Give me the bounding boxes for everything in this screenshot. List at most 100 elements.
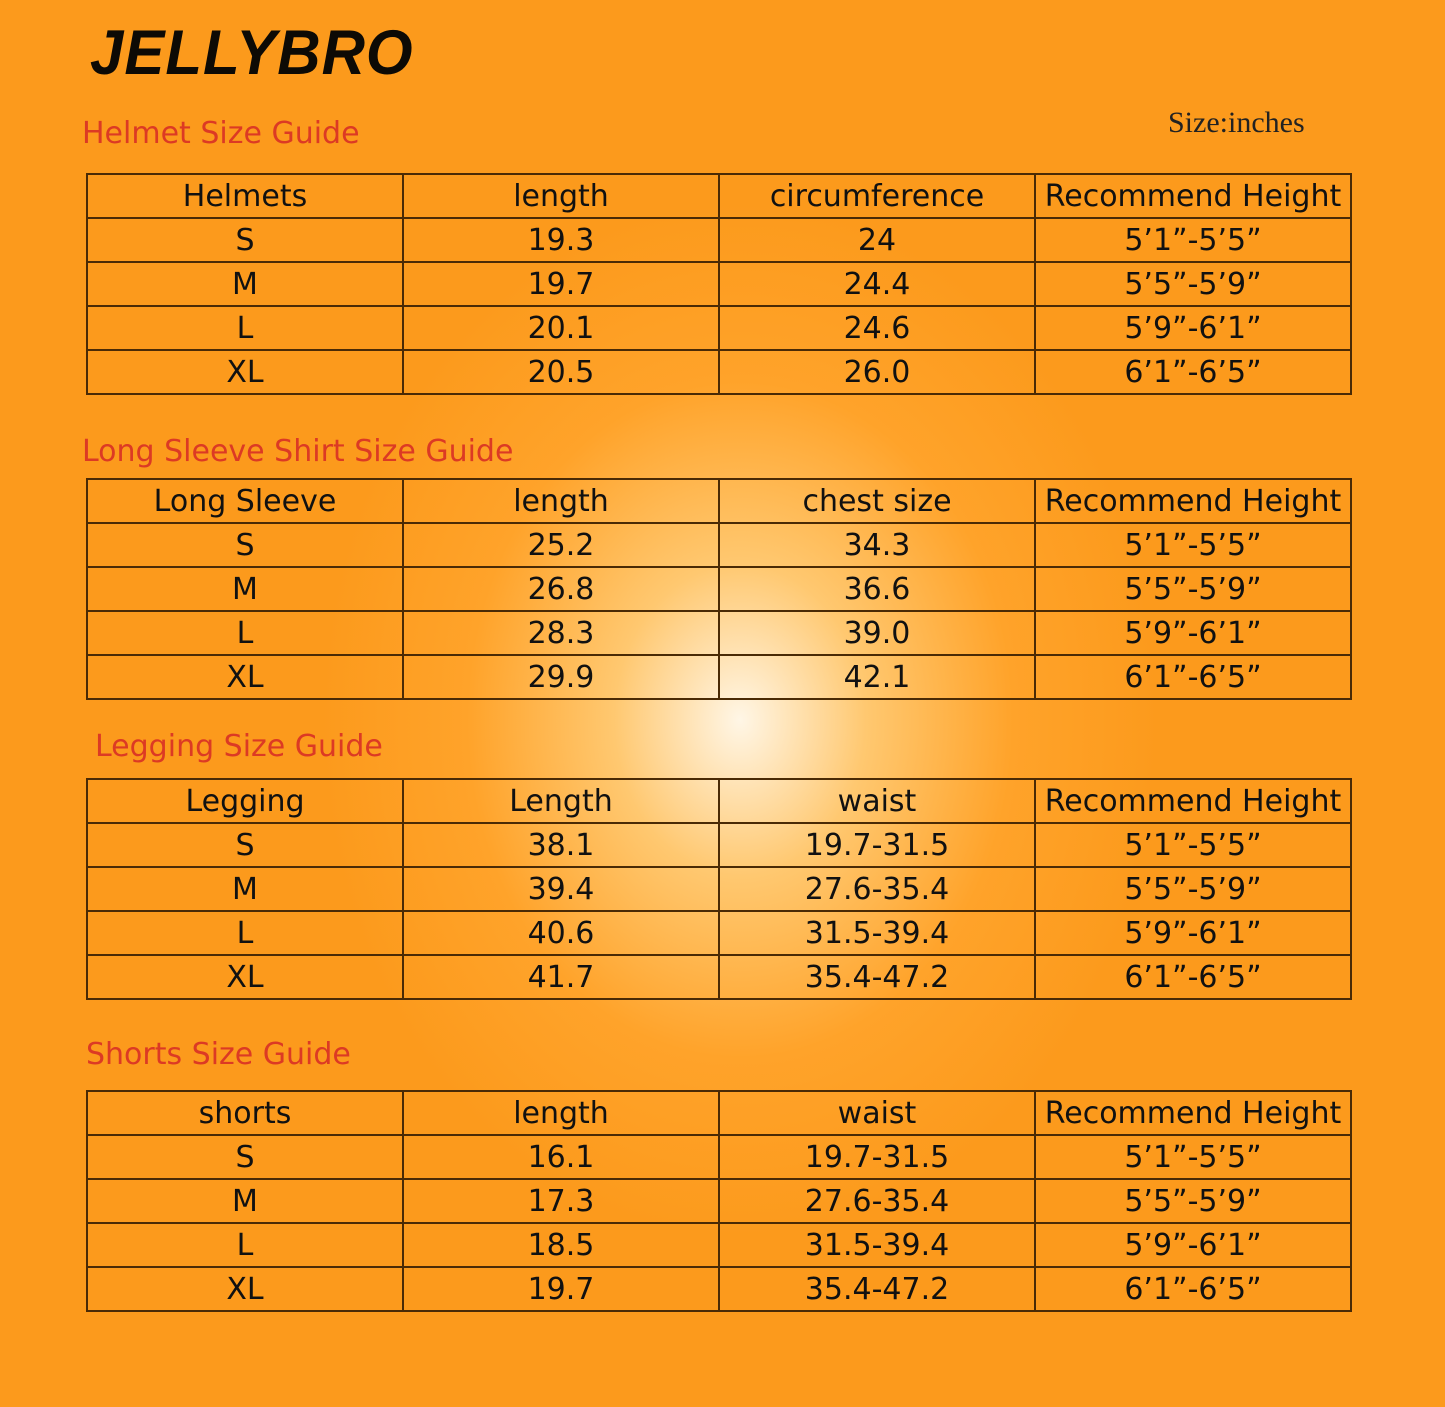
table-cell: 28.3 — [402, 610, 720, 656]
header-cell: waist — [718, 778, 1036, 824]
table-cell: 5’9”-6’1” — [1034, 610, 1352, 656]
section-title: Helmet Size Guide — [82, 116, 360, 151]
table-cell: 18.5 — [402, 1222, 720, 1268]
table-cell: M — [86, 866, 404, 912]
table-cell: 20.1 — [402, 305, 720, 351]
table-cell: 6’1”-6’5” — [1034, 1266, 1352, 1312]
table-cell: XL — [86, 1266, 404, 1312]
table-cell: 42.1 — [718, 654, 1036, 700]
table-cell: 35.4-47.2 — [718, 1266, 1036, 1312]
header-cell: shorts — [86, 1090, 404, 1136]
table-row: S 25.2 34.3 5’1”-5’5” — [86, 522, 1352, 568]
table-row: S 19.3 24 5’1”-5’5” — [86, 217, 1352, 263]
header-cell: Length — [402, 778, 720, 824]
table-cell: 6’1”-6’5” — [1034, 654, 1352, 700]
table-cell: 5’9”-6’1” — [1034, 910, 1352, 956]
table-cell: 27.6-35.4 — [718, 866, 1036, 912]
table-cell: S — [86, 822, 404, 868]
table-row: L 28.3 39.0 5’9”-6’1” — [86, 610, 1352, 656]
header-row: Long Sleeve length chest size Recommend Hei… — [86, 478, 1352, 524]
table-cell: 19.7-31.5 — [718, 822, 1036, 868]
header-row: Helmets length circumference Recommend Heig… — [86, 173, 1352, 219]
table-cell: 19.7-31.5 — [718, 1134, 1036, 1180]
table-cell: 5’9”-6’1” — [1034, 305, 1352, 351]
header-row: shorts length waist Recommend Height — [86, 1090, 1352, 1136]
table-row: M 19.7 24.4 5’5”-5’9” — [86, 261, 1352, 307]
size-table: Legging Length waist Recommend Height S 38.1 1… — [86, 778, 1352, 1000]
table-row: M 39.4 27.6-35.4 5’5”-5’9” — [86, 866, 1352, 912]
table-cell: 6’1”-6’5” — [1034, 349, 1352, 395]
section-title: Long Sleeve Shirt Size Guide — [82, 434, 514, 469]
table-row: M 26.8 36.6 5’5”-5’9” — [86, 566, 1352, 612]
header-cell: chest size — [718, 478, 1036, 524]
header-cell: Helmets — [86, 173, 404, 219]
table-cell: 34.3 — [718, 522, 1036, 568]
table-cell: 17.3 — [402, 1178, 720, 1224]
table-cell: 19.3 — [402, 217, 720, 263]
table-cell: 5’1”-5’5” — [1034, 822, 1352, 868]
header-cell: circumference — [718, 173, 1036, 219]
table-cell: 25.2 — [402, 522, 720, 568]
header-cell: Recommend Height — [1034, 1090, 1352, 1136]
table-cell: 31.5-39.4 — [718, 1222, 1036, 1268]
table-cell: 26.8 — [402, 566, 720, 612]
size-table: Long Sleeve length chest size Recommend Hei… — [86, 478, 1352, 700]
unit-note: Size:inches — [1168, 106, 1305, 139]
table-cell: 5’9”-6’1” — [1034, 1222, 1352, 1268]
table-cell: 5’5”-5’9” — [1034, 261, 1352, 307]
header-cell: Legging — [86, 778, 404, 824]
table-cell: 5’5”-5’9” — [1034, 866, 1352, 912]
table-row: S 38.1 19.7-31.5 5’1”-5’5” — [86, 822, 1352, 868]
table-row: XL 19.7 35.4-47.2 6’1”-6’5” — [86, 1266, 1352, 1312]
table-cell: 39.0 — [718, 610, 1036, 656]
header-cell: Recommend Height — [1034, 173, 1352, 219]
header-cell: Long Sleeve — [86, 478, 404, 524]
header-cell: length — [402, 1090, 720, 1136]
table-cell: S — [86, 1134, 404, 1180]
table-row: XL 41.7 35.4-47.2 6’1”-6’5” — [86, 954, 1352, 1000]
table-cell: 5’1”-5’5” — [1034, 217, 1352, 263]
size-table: Helmets length circumference Recommend Heig… — [86, 173, 1352, 395]
table-cell: M — [86, 1178, 404, 1224]
table-row: XL 29.9 42.1 6’1”-6’5” — [86, 654, 1352, 700]
table-cell: 5’5”-5’9” — [1034, 566, 1352, 612]
table-cell: L — [86, 305, 404, 351]
table-row: L 20.1 24.6 5’9”-6’1” — [86, 305, 1352, 351]
table-row: L 40.6 31.5-39.4 5’9”-6’1” — [86, 910, 1352, 956]
section-title: Shorts Size Guide — [86, 1037, 351, 1072]
table-cell: 24 — [718, 217, 1036, 263]
table-row: M 17.3 27.6-35.4 5’5”-5’9” — [86, 1178, 1352, 1224]
table-cell: M — [86, 566, 404, 612]
table-cell: 16.1 — [402, 1134, 720, 1180]
table-cell: XL — [86, 954, 404, 1000]
table-cell: L — [86, 1222, 404, 1268]
table-cell: XL — [86, 654, 404, 700]
header-cell: length — [402, 478, 720, 524]
table-cell: 20.5 — [402, 349, 720, 395]
table-cell: 6’1”-6’5” — [1034, 954, 1352, 1000]
header-cell: Recommend Height — [1034, 478, 1352, 524]
header-cell: waist — [718, 1090, 1036, 1136]
table-cell: S — [86, 217, 404, 263]
table-cell: 38.1 — [402, 822, 720, 868]
table-row: L 18.5 31.5-39.4 5’9”-6’1” — [86, 1222, 1352, 1268]
table-cell: 24.6 — [718, 305, 1036, 351]
table-cell: 35.4-47.2 — [718, 954, 1036, 1000]
table-cell: 5’1”-5’5” — [1034, 522, 1352, 568]
table-cell: M — [86, 261, 404, 307]
table-cell: L — [86, 610, 404, 656]
table-cell: 40.6 — [402, 910, 720, 956]
header-cell: length — [402, 173, 720, 219]
table-cell: 26.0 — [718, 349, 1036, 395]
size-table: shorts length waist Recommend Height S 16.1 19… — [86, 1090, 1352, 1312]
table-cell: 27.6-35.4 — [718, 1178, 1036, 1224]
brand-logo: JELLYBRO — [90, 17, 414, 88]
header-cell: Recommend Height — [1034, 778, 1352, 824]
table-row: S 16.1 19.7-31.5 5’1”-5’5” — [86, 1134, 1352, 1180]
header-row: Legging Length waist Recommend Height — [86, 778, 1352, 824]
table-cell: 36.6 — [718, 566, 1036, 612]
table-cell: L — [86, 910, 404, 956]
table-cell: 5’5”-5’9” — [1034, 1178, 1352, 1224]
table-row: XL 20.5 26.0 6’1”-6’5” — [86, 349, 1352, 395]
